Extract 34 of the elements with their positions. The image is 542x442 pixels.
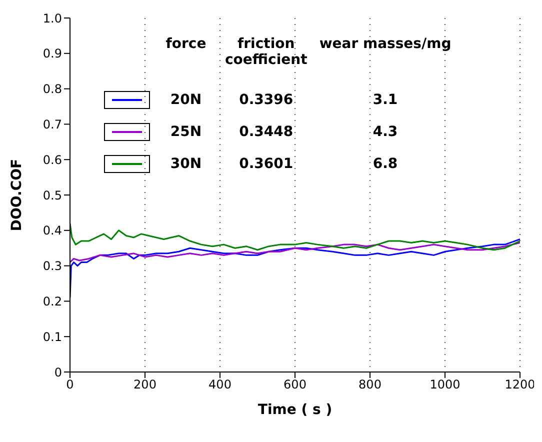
y-tick-label: 0.2: [42, 294, 62, 308]
y-tick-label: 0.6: [42, 152, 62, 167]
x-tick-label: 0: [66, 378, 74, 392]
annotation: 0.3396: [238, 91, 294, 110]
annotation: wear masses/mg: [318, 36, 452, 54]
annotation: 4.3: [372, 123, 399, 142]
x-tick-label: 600: [284, 378, 306, 392]
annotation: 6.8: [372, 155, 399, 174]
annotation: force: [164, 36, 208, 54]
y-tick-label: 0.5: [42, 188, 62, 202]
line-series: [70, 242, 520, 264]
y-tick-label: 0.1: [42, 330, 62, 344]
y-axis-title: DOO.COF: [8, 158, 25, 232]
annotation: 0.3601: [238, 155, 294, 174]
y-tick-label: 0.3: [42, 259, 62, 274]
line-series: [70, 238, 520, 298]
x-tick-label: 400: [208, 378, 232, 392]
annotation: 3.1: [372, 91, 399, 110]
x-tick-label: 800: [358, 378, 382, 392]
line-series: [70, 222, 520, 251]
legend-label: 25N: [169, 123, 203, 142]
x-axis-title: Time ( s ): [258, 402, 332, 418]
legend-label: 20N: [169, 91, 203, 110]
y-tick-label: 0.4: [42, 224, 62, 238]
y-tick-label: 0: [54, 365, 62, 380]
y-tick-label: 0.7: [42, 117, 62, 132]
x-tick-label: 1000: [430, 378, 460, 392]
y-tick-label: 1.0: [42, 11, 62, 26]
legend-label: 30N: [169, 155, 203, 174]
annotation: friction coefficient: [224, 36, 308, 70]
annotation: 0.3448: [238, 123, 294, 142]
x-tick-label: 200: [134, 378, 156, 392]
y-tick-label: 0.8: [42, 82, 62, 96]
y-tick-label: 0.9: [42, 46, 62, 61]
